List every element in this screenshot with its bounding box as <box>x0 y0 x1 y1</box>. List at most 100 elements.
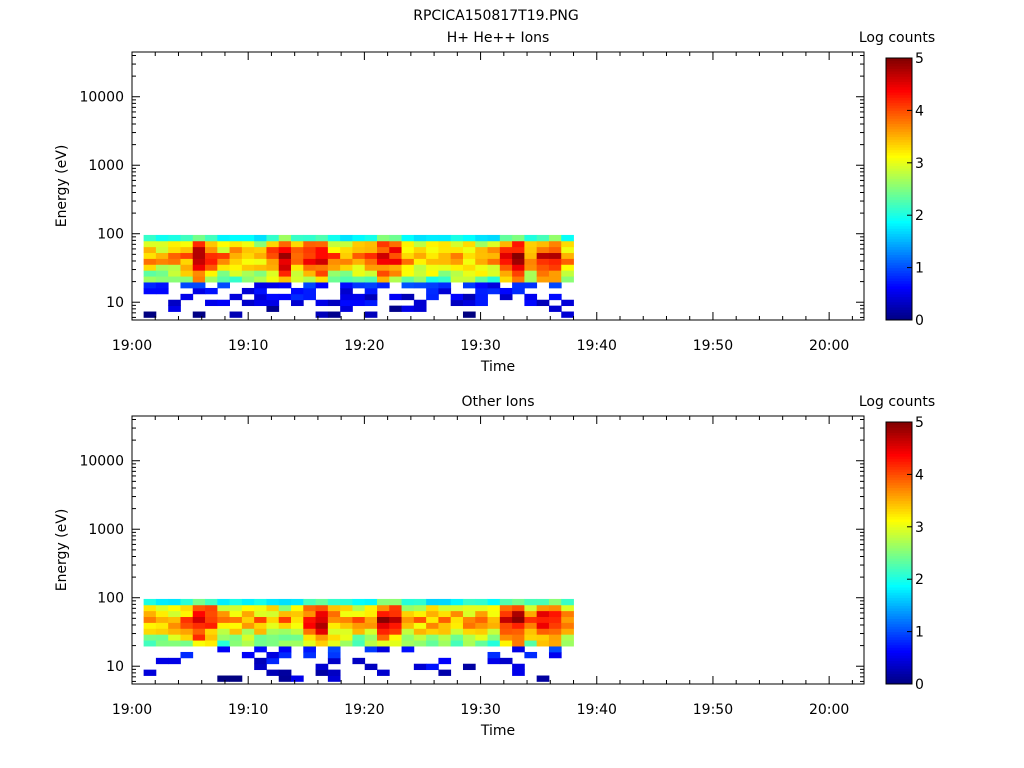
spectrogram-cell <box>241 634 255 641</box>
spectrogram-cell <box>315 598 329 606</box>
spectrogram-cell <box>143 616 157 623</box>
spectrogram-cell <box>143 287 157 295</box>
colorbar-tick-label: 5 <box>915 415 924 431</box>
colorbar-swatch <box>886 589 912 593</box>
spectrogram-cell <box>155 616 169 623</box>
spectrogram-cell <box>561 610 574 618</box>
spectrogram-cell <box>315 240 329 248</box>
x-tick-label: 19:30 <box>460 702 500 718</box>
spectrogram-cell <box>364 628 378 635</box>
colorbar-swatch <box>886 251 912 255</box>
spectrogram-cell <box>168 264 181 271</box>
panel-title: Other Ions <box>461 394 534 410</box>
spectrogram-cell <box>487 634 501 641</box>
spectrogram-cell <box>278 246 292 254</box>
spectrogram-cell <box>462 276 476 283</box>
colorbar-swatch <box>886 534 912 538</box>
colorbar-swatch <box>886 78 912 83</box>
colorbar-swatch <box>886 453 912 457</box>
spectrogram-cell <box>426 604 439 612</box>
spectrogram-cell <box>536 299 550 307</box>
y-axis-label: Energy (eV) <box>54 145 70 228</box>
spectrogram-cell <box>499 622 513 629</box>
spectrogram-cell <box>536 252 550 259</box>
spectrogram-cell <box>205 598 218 606</box>
spectrogram-cell <box>278 610 292 618</box>
spectrogram-cell <box>377 258 390 265</box>
spectrogram-cell <box>180 252 194 259</box>
spectrogram-cell <box>303 258 316 265</box>
spectrogram-cell <box>192 270 206 277</box>
colorbar-swatch <box>886 238 912 242</box>
spectrogram-cell <box>364 234 378 242</box>
spectrogram-cell <box>143 311 157 318</box>
spectrogram-cell <box>315 299 329 307</box>
colorbar-swatch <box>886 442 912 447</box>
colorbar-swatch <box>886 474 912 478</box>
x-tick-label: 19:50 <box>693 338 733 354</box>
spectrogram-cell <box>487 610 501 618</box>
spectrogram-cell <box>426 598 439 606</box>
spectrogram-cell <box>340 634 353 641</box>
spectrogram-cell <box>426 634 439 641</box>
spectrogram-cell <box>512 628 525 635</box>
spectrogram-cell <box>487 598 501 606</box>
spectrogram-cell <box>192 640 206 647</box>
spectrogram-cell <box>205 604 218 612</box>
spectrogram-cell <box>352 604 366 612</box>
spectrogram-cell <box>352 598 366 606</box>
spectrogram-cell <box>401 264 415 271</box>
spectrogram-cell <box>180 628 194 635</box>
spectrogram-cell <box>340 276 353 283</box>
spectrogram-cell <box>475 287 488 295</box>
spectrogram-cell <box>487 252 501 259</box>
spectrogram-cell <box>143 270 157 277</box>
spectrogram-cell <box>426 252 439 259</box>
colorbar-swatch <box>886 275 912 279</box>
spectrogram-cell <box>401 305 415 312</box>
spectrogram-cell <box>327 240 341 248</box>
spectrogram-cell <box>315 604 329 612</box>
spectrogram-cell <box>291 258 304 265</box>
spectrogram-cell <box>462 604 476 612</box>
spectrogram-cell <box>327 640 341 647</box>
spectrogram-cell <box>340 282 353 289</box>
spectrogram-cell <box>229 622 243 629</box>
colorbar-swatch <box>886 102 912 106</box>
spectrogram-cell <box>548 234 562 242</box>
colorbar-swatch <box>886 676 912 680</box>
spectrogram-cell <box>229 604 243 612</box>
spectrogram-cell <box>512 282 525 289</box>
spectrogram-cell <box>291 622 304 629</box>
spectrogram-cell <box>413 634 427 641</box>
colorbar-swatch <box>886 131 912 135</box>
spectrogram-cell <box>524 240 538 248</box>
spectrogram-cell <box>241 287 255 295</box>
spectrogram-cell <box>254 657 267 665</box>
spectrogram-cell <box>205 634 218 641</box>
spectrogram-cell <box>278 252 292 259</box>
colorbar-swatch <box>886 233 912 237</box>
colorbar-swatch <box>886 634 912 638</box>
spectrogram-cell <box>291 640 304 647</box>
colorbar-swatch <box>886 618 912 622</box>
colorbar-swatch <box>886 312 912 316</box>
spectrogram-cell <box>389 610 402 618</box>
spectrogram-cell <box>536 270 550 277</box>
spectrogram-cell <box>192 252 206 259</box>
spectrogram-cell <box>377 276 390 283</box>
spectrogram-cell <box>143 622 157 629</box>
spectrogram-cell <box>561 311 574 318</box>
spectrogram-cell <box>327 258 341 265</box>
colorbar-swatch <box>886 471 912 475</box>
spectrogram-cell <box>401 622 415 629</box>
spectrogram-cell <box>438 246 452 254</box>
spectrogram-cell <box>327 651 341 659</box>
spectrogram-cell <box>450 299 464 307</box>
spectrogram-cell <box>401 293 415 301</box>
spectrogram-cell <box>487 246 501 254</box>
colorbar-swatch <box>886 445 912 449</box>
spectrogram-cell <box>561 252 574 259</box>
spectrogram-cell <box>340 628 353 635</box>
spectrogram-cell <box>217 675 230 682</box>
